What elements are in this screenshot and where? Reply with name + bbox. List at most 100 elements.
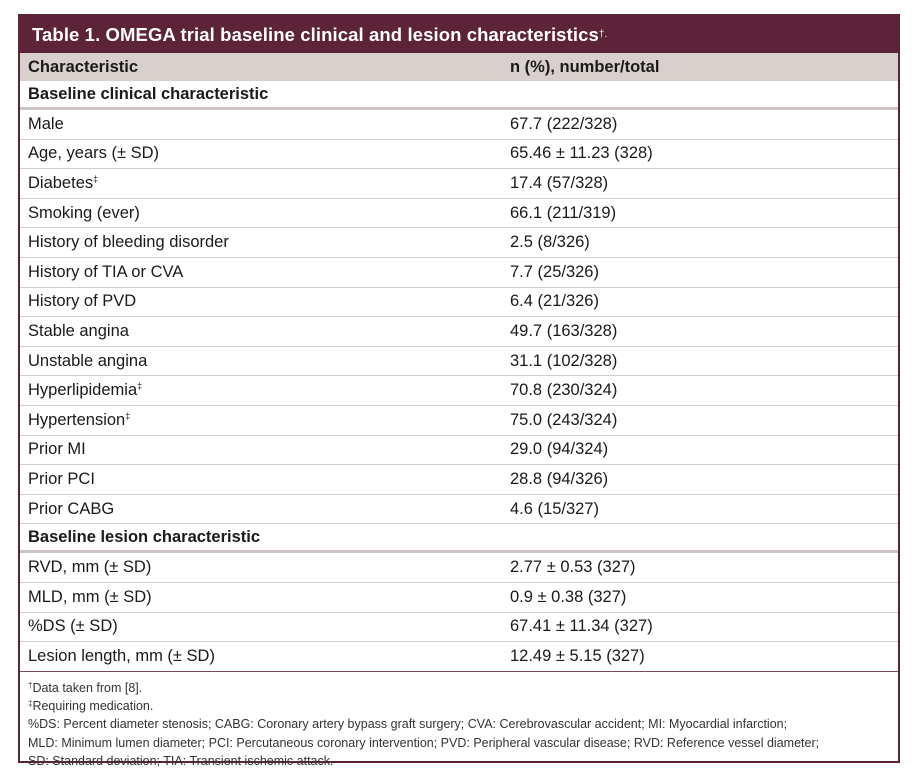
row-value: 12.49 ± 5.15 (327) [510, 646, 645, 665]
footnote-text: Requiring medication. [32, 698, 154, 713]
row-footnote-mark: ‡ [137, 381, 143, 392]
footnotes: †Data taken from [8]. ‡Requiring medicati… [20, 672, 898, 769]
row-value: 17.4 (57/328) [510, 173, 609, 192]
row-value: 66.1 (211/319) [510, 203, 617, 222]
column-header-value: n (%), number/total [510, 57, 660, 76]
footnote-text: MLD: Minimum lumen diameter; PCI: Percut… [28, 735, 820, 750]
row-label: Prior CABG [28, 499, 115, 518]
footnote-text: Data taken from [8]. [32, 680, 143, 695]
row-label: Smoking (ever) [28, 203, 140, 222]
row-footnote-mark: ‡ [125, 410, 131, 421]
row-label: Unstable angina [28, 351, 148, 370]
row-label-cell: Hyperlipidemia‡ [20, 381, 510, 400]
row-label: Prior MI [28, 440, 86, 459]
table-title-text: Table 1. OMEGA trial baseline clinical a… [32, 23, 599, 45]
row-label-cell: Smoking (ever) [20, 204, 510, 223]
table-body: Baseline clinical characteristic Male 67.7… [20, 81, 898, 672]
row-label: Age, years (± SD) [28, 144, 160, 163]
row-label-cell: Hypertension‡ [20, 411, 510, 430]
row-label: MLD, mm (± SD) [28, 587, 152, 606]
table-row: Hypertension‡ 75.0 (243/324) [20, 406, 898, 436]
footnote-line: ‡Requiring medication. [28, 696, 890, 714]
row-value: 31.1 (102/328) [510, 351, 618, 370]
row-value: 29.0 (94/324) [510, 440, 609, 459]
section-header-row: Baseline lesion characteristic [20, 524, 898, 554]
table-row: Unstable angina 31.1 (102/328) [20, 347, 898, 377]
row-label: History of TIA or CVA [28, 262, 184, 281]
row-label-cell: Prior MI [20, 440, 510, 459]
table-header-row: Characteristic n (%), number/total [20, 53, 898, 81]
table-row: Lesion length, mm (± SD) 12.49 ± 5.15 (32… [20, 642, 898, 672]
row-label-cell: Male [20, 115, 510, 134]
table-row: History of bleeding disorder 2.5 (8/326) [20, 228, 898, 258]
row-label: %DS (± SD) [28, 617, 118, 636]
row-label: Hypertension [28, 410, 126, 429]
row-value: 28.8 (94/326) [510, 469, 609, 488]
footnote-line: SD: Standard deviation; TIA: Transient i… [28, 751, 890, 769]
row-label-cell: History of PVD [20, 292, 510, 311]
row-value: 49.7 (163/328) [510, 321, 618, 340]
row-label-cell: Age, years (± SD) [20, 144, 510, 163]
row-value: 7.7 (25/326) [510, 262, 599, 281]
footnote-mark: ‡ [28, 698, 33, 708]
row-label-cell: History of TIA or CVA [20, 263, 510, 282]
row-value: 67.7 (222/328) [510, 114, 618, 133]
row-value: 6.4 (21/326) [510, 292, 599, 311]
footnote-line: †Data taken from [8]. [28, 678, 890, 696]
row-label-cell: Stable angina [20, 322, 510, 341]
section-header-row: Baseline clinical characteristic [20, 81, 898, 110]
footnote-mark: † [28, 680, 33, 690]
row-label: Diabetes [28, 173, 94, 192]
row-footnote-mark: ‡ [93, 173, 99, 184]
table-row: Smoking (ever) 66.1 (211/319) [20, 199, 898, 229]
row-value: 2.77 ± 0.53 (327) [510, 558, 636, 577]
table-title: Table 1. OMEGA trial baseline clinical a… [20, 16, 898, 53]
table-row: History of PVD 6.4 (21/326) [20, 288, 898, 318]
row-value: 67.41 ± 11.34 (327) [510, 617, 653, 636]
footnote-line: %DS: Percent diameter stenosis; CABG: Co… [28, 714, 890, 732]
section-label: Baseline clinical characteristic [28, 84, 269, 103]
row-label: Lesion length, mm (± SD) [28, 646, 215, 665]
table-row: History of TIA or CVA 7.7 (25/326) [20, 258, 898, 288]
footnote-text: SD: Standard deviation; TIA: Transient i… [28, 753, 334, 768]
row-label: Stable angina [28, 321, 129, 340]
table-row: Age, years (± SD) 65.46 ± 11.23 (328) [20, 140, 898, 170]
row-value: 65.46 ± 11.23 (328) [510, 144, 653, 163]
table-title-mark: †. [598, 29, 608, 40]
row-label: History of bleeding disorder [28, 233, 229, 252]
table-row: RVD, mm (± SD) 2.77 ± 0.53 (327) [20, 553, 898, 583]
row-label-cell: Diabetes‡ [20, 174, 510, 193]
row-label-cell: RVD, mm (± SD) [20, 558, 510, 577]
row-label-cell: History of bleeding disorder [20, 233, 510, 252]
column-header-characteristic: Characteristic [28, 57, 139, 76]
row-label: Male [28, 114, 64, 133]
table-row: Prior MI 29.0 (94/324) [20, 436, 898, 466]
row-label-cell: Lesion length, mm (± SD) [20, 647, 510, 666]
row-label-cell: Unstable angina [20, 352, 510, 371]
footnote-line: MLD: Minimum lumen diameter; PCI: Percut… [28, 733, 890, 751]
table-row: MLD, mm (± SD) 0.9 ± 0.38 (327) [20, 583, 898, 613]
data-table: Table 1. OMEGA trial baseline clinical a… [18, 14, 900, 768]
row-value: 70.8 (230/324) [510, 381, 618, 400]
row-label: History of PVD [28, 292, 137, 311]
row-label: Prior PCI [28, 469, 95, 488]
table-row: Prior CABG 4.6 (15/327) [20, 495, 898, 525]
row-label-cell: Prior PCI [20, 470, 510, 489]
table-row: Stable angina 49.7 (163/328) [20, 317, 898, 347]
row-label-cell: Prior CABG [20, 500, 510, 519]
row-value: 4.6 (15/327) [510, 499, 599, 518]
table-row: Prior PCI 28.8 (94/326) [20, 465, 898, 495]
row-label: Hyperlipidemia [28, 381, 138, 400]
row-label-cell: %DS (± SD) [20, 617, 510, 636]
row-value: 0.9 ± 0.38 (327) [510, 587, 627, 606]
table-row: Hyperlipidemia‡ 70.8 (230/324) [20, 376, 898, 406]
row-label-cell: MLD, mm (± SD) [20, 588, 510, 607]
row-value: 75.0 (243/324) [510, 410, 618, 429]
table-row: %DS (± SD) 67.41 ± 11.34 (327) [20, 613, 898, 643]
footnote-text: %DS: Percent diameter stenosis; CABG: Co… [28, 717, 788, 732]
table-row: Diabetes‡ 17.4 (57/328) [20, 169, 898, 199]
row-value: 2.5 (8/326) [510, 233, 590, 252]
section-label: Baseline lesion characteristic [28, 527, 261, 546]
table-row: Male 67.7 (222/328) [20, 110, 898, 140]
row-label: RVD, mm (± SD) [28, 558, 152, 577]
